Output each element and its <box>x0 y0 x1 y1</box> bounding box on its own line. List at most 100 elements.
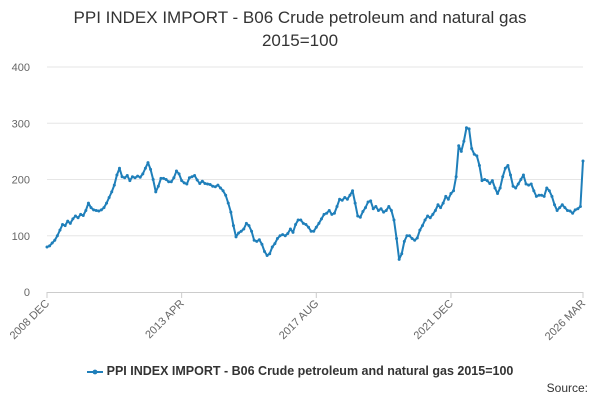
data-point[interactable] <box>472 152 476 156</box>
data-point[interactable] <box>563 206 567 210</box>
data-point[interactable] <box>307 225 311 229</box>
data-point[interactable] <box>332 211 336 215</box>
data-point[interactable] <box>506 163 510 167</box>
data-point[interactable] <box>514 186 518 190</box>
data-point[interactable] <box>273 242 277 246</box>
data-point[interactable] <box>493 186 497 190</box>
data-point[interactable] <box>374 205 378 208</box>
data-point[interactable] <box>294 223 298 226</box>
data-point[interactable] <box>45 245 49 249</box>
data-point[interactable] <box>532 189 536 193</box>
data-point[interactable] <box>405 234 409 238</box>
data-point[interactable] <box>255 239 259 243</box>
data-point[interactable] <box>229 210 233 214</box>
data-point[interactable] <box>169 180 173 184</box>
data-point[interactable] <box>565 208 569 212</box>
data-point[interactable] <box>327 208 331 212</box>
data-point[interactable] <box>343 196 347 199</box>
data-point[interactable] <box>449 192 453 196</box>
data-point[interactable] <box>519 178 523 181</box>
data-point[interactable] <box>133 176 137 180</box>
data-point[interactable] <box>428 216 432 220</box>
data-point[interactable] <box>76 216 80 220</box>
data-point[interactable] <box>423 218 427 222</box>
data-point[interactable] <box>488 181 492 185</box>
data-point[interactable] <box>501 175 505 179</box>
data-point[interactable] <box>467 127 471 131</box>
data-point[interactable] <box>314 225 318 229</box>
data-point[interactable] <box>203 181 207 185</box>
data-point[interactable] <box>213 185 217 189</box>
data-point[interactable] <box>475 154 479 158</box>
data-point[interactable] <box>366 200 370 204</box>
data-point[interactable] <box>174 169 178 173</box>
data-point[interactable] <box>141 172 145 176</box>
data-point[interactable] <box>270 245 274 249</box>
data-point[interactable] <box>454 175 458 179</box>
data-point[interactable] <box>340 198 344 202</box>
data-point[interactable] <box>190 175 194 179</box>
data-point[interactable] <box>48 244 52 248</box>
data-point[interactable] <box>397 257 401 261</box>
data-point[interactable] <box>413 238 417 242</box>
data-point[interactable] <box>446 197 450 201</box>
data-point[interactable] <box>231 224 235 228</box>
data-point[interactable] <box>441 201 445 205</box>
data-point[interactable] <box>338 197 342 201</box>
data-point[interactable] <box>376 208 380 212</box>
data-point[interactable] <box>218 186 222 190</box>
legend[interactable]: PPI INDEX IMPORT - B06 Crude petroleum a… <box>0 364 600 378</box>
data-point[interactable] <box>177 172 181 176</box>
data-point[interactable] <box>540 193 544 197</box>
data-point[interactable] <box>498 186 502 190</box>
data-point[interactable] <box>317 221 321 225</box>
data-point[interactable] <box>180 179 184 183</box>
data-point[interactable] <box>112 183 116 187</box>
data-point[interactable] <box>369 199 373 203</box>
data-point[interactable] <box>68 221 72 225</box>
data-point[interactable] <box>268 252 272 256</box>
data-point[interactable] <box>234 235 238 239</box>
data-point[interactable] <box>63 224 67 228</box>
data-point[interactable] <box>260 242 264 246</box>
data-point[interactable] <box>208 183 212 187</box>
data-point[interactable] <box>477 163 481 167</box>
data-point[interactable] <box>384 208 388 212</box>
data-point[interactable] <box>509 173 512 177</box>
data-point[interactable] <box>382 210 386 214</box>
data-point[interactable] <box>568 209 572 213</box>
data-point[interactable] <box>524 182 528 186</box>
data-point[interactable] <box>242 227 246 231</box>
data-point[interactable] <box>521 173 525 177</box>
data-point[interactable] <box>107 196 111 199</box>
data-point[interactable] <box>257 238 261 242</box>
data-point[interactable] <box>576 207 580 211</box>
data-point[interactable] <box>534 194 538 198</box>
data-point[interactable] <box>89 206 93 210</box>
data-point[interactable] <box>444 194 448 198</box>
data-point[interactable] <box>400 252 404 256</box>
data-point[interactable] <box>66 219 70 223</box>
data-point[interactable] <box>578 205 582 208</box>
data-point[interactable] <box>162 176 166 180</box>
data-point[interactable] <box>250 229 254 233</box>
data-point[interactable] <box>105 201 109 205</box>
data-point[interactable] <box>149 167 153 171</box>
data-point[interactable] <box>335 205 339 208</box>
data-point[interactable] <box>555 208 559 212</box>
data-point[interactable] <box>480 179 484 183</box>
data-point[interactable] <box>433 208 437 212</box>
data-point[interactable] <box>224 193 228 197</box>
data-point[interactable] <box>379 207 383 211</box>
data-point[interactable] <box>50 241 54 245</box>
data-point[interactable] <box>431 212 435 216</box>
data-point[interactable] <box>415 236 419 240</box>
data-point[interactable] <box>330 212 334 216</box>
data-point[interactable] <box>408 234 412 238</box>
data-point[interactable] <box>387 205 391 208</box>
data-point[interactable] <box>558 206 562 210</box>
data-point[interactable] <box>128 179 132 183</box>
data-point[interactable] <box>312 229 316 233</box>
data-point[interactable] <box>542 194 546 198</box>
data-point[interactable] <box>125 174 129 178</box>
